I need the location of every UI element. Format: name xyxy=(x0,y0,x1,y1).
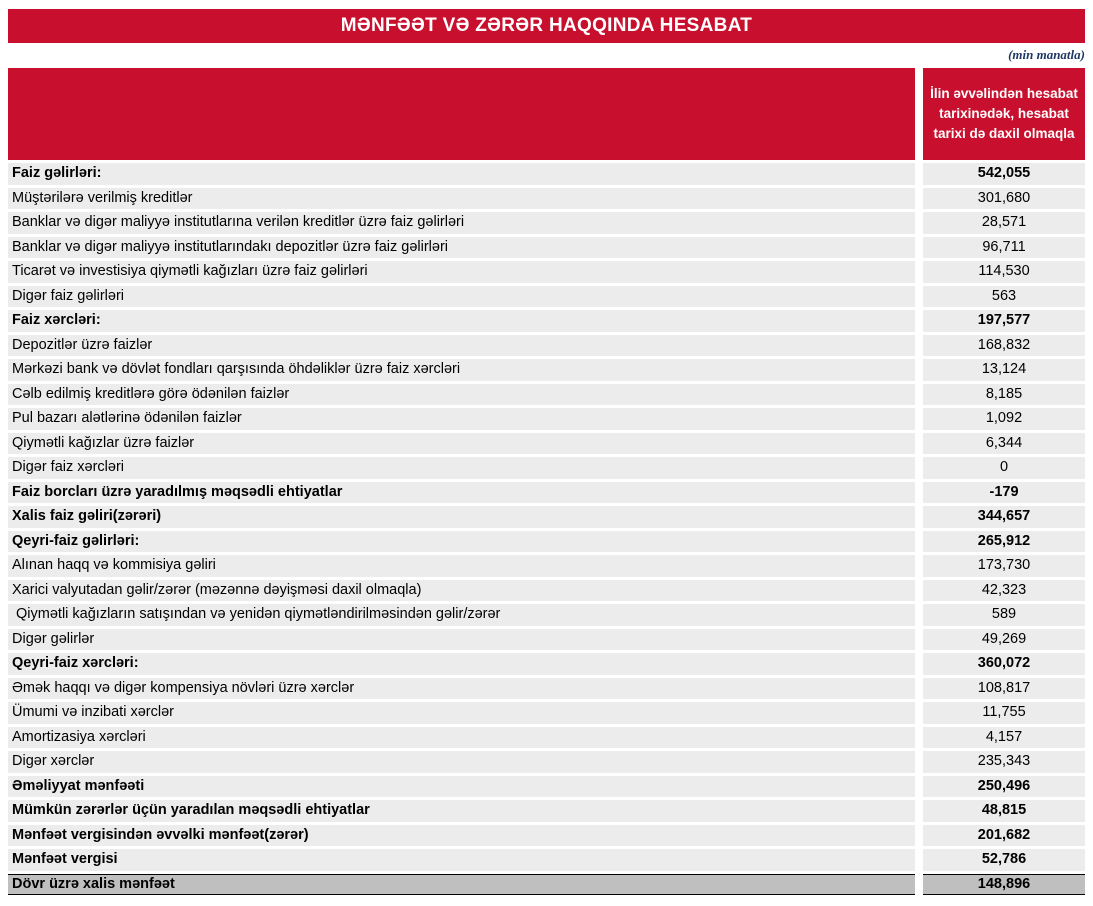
row-label: Depozitlər üzrə faizlər xyxy=(8,334,915,356)
row-value: 8,185 xyxy=(923,383,1085,405)
table-row: Banklar və digər maliyyə institutlarına … xyxy=(8,212,1085,234)
row-value: 265,912 xyxy=(923,530,1085,552)
row-value: 96,711 xyxy=(923,236,1085,258)
row-value: 28,571 xyxy=(923,212,1085,234)
table-row: Pul bazarı alətlərinə ödənilən faizlər 1,… xyxy=(8,408,1085,430)
row-value: 197,577 xyxy=(923,310,1085,332)
row-label: Ticarət və investisiya qiymətli kağızlar… xyxy=(8,261,915,283)
row-label: Digər faiz xərcləri xyxy=(8,457,915,479)
table-row: Qeyri-faiz gəlirləri: 265,912 xyxy=(8,530,1085,552)
row-value: -179 xyxy=(923,481,1085,503)
row-label: Müştərilərə verilmiş kreditlər xyxy=(8,187,915,209)
row-value: 4,157 xyxy=(923,726,1085,748)
row-label: Faiz gəlirləri: xyxy=(8,163,915,185)
row-label: Qiymətli kağızların satışından və yenidə… xyxy=(8,604,915,626)
table-row: Əməliyyat mənfəəti 250,496 xyxy=(8,775,1085,797)
unit-note: (min manatla) xyxy=(1008,47,1085,62)
row-value: 108,817 xyxy=(923,677,1085,699)
row-label: Amortizasiya xərcləri xyxy=(8,726,915,748)
table-row: Əmək haqqı və digər kompensiya növləri ü… xyxy=(8,677,1085,699)
row-value: 235,343 xyxy=(923,751,1085,773)
row-value: 49,269 xyxy=(923,628,1085,650)
row-value: 42,323 xyxy=(923,579,1085,601)
row-label: Pul bazarı alətlərinə ödənilən faizlər xyxy=(8,408,915,430)
table-row: Faiz borcları üzrə yaradılmış məqsədli e… xyxy=(8,481,1085,503)
row-label: Alınan haqq və kommisiya gəliri xyxy=(8,555,915,577)
table-row: Mümkün zərərlər üçün yaradılan məqsədli … xyxy=(8,800,1085,822)
table-row: Amortizasiya xərcləri 4,157 xyxy=(8,726,1085,748)
row-label: Mənfəət vergisi xyxy=(8,849,915,871)
table-header-value-cell: İlin əvvəlindən hesabat tarixinədək, hes… xyxy=(923,68,1085,160)
row-label: Xarici valyutadan gəlir/zərər (məzənnə d… xyxy=(8,579,915,601)
table-row: Digər faiz xərcləri 0 xyxy=(8,457,1085,479)
report-title: MƏNFƏƏT VƏ ZƏRƏR HAQQINDA HESABAT xyxy=(8,9,1085,43)
row-label: Mərkəzi bank və dövlət fondları qarşısın… xyxy=(8,359,915,381)
row-value: 173,730 xyxy=(923,555,1085,577)
row-label: Dövr üzrə xalis mənfəət xyxy=(8,873,915,895)
table-row: Alınan haqq və kommisiya gəliri 173,730 xyxy=(8,555,1085,577)
table-header-label-cell xyxy=(8,68,915,160)
row-label: Ümumi və inzibati xərclər xyxy=(8,702,915,724)
row-value: 148,896 xyxy=(923,873,1085,895)
row-value: 6,344 xyxy=(923,432,1085,454)
row-value: 563 xyxy=(923,285,1085,307)
row-label: Əmək haqqı və digər kompensiya növləri ü… xyxy=(8,677,915,699)
table-row: Digər faiz gəlirləri 563 xyxy=(8,285,1085,307)
row-label: Qeyri-faiz gəlirləri: xyxy=(8,530,915,552)
table-row: Faiz xərcləri: 197,577 xyxy=(8,310,1085,332)
row-label: Qeyri-faiz xərcləri: xyxy=(8,653,915,675)
row-value: 1,092 xyxy=(923,408,1085,430)
row-label: Digər faiz gəlirləri xyxy=(8,285,915,307)
row-value: 589 xyxy=(923,604,1085,626)
table-row: Xalis faiz gəliri(zərəri) 344,657 xyxy=(8,506,1085,528)
row-label: Faiz borcları üzrə yaradılmış məqsədli e… xyxy=(8,481,915,503)
table-row: Qiymətli kağızların satışından və yenidə… xyxy=(8,604,1085,626)
table-row: Ticarət və investisiya qiymətli kağızlar… xyxy=(8,261,1085,283)
table-row: Xarici valyutadan gəlir/zərər (məzənnə d… xyxy=(8,579,1085,601)
table-row: Faiz gəlirləri: 542,055 xyxy=(8,163,1085,185)
table-row: Mənfəət vergisindən əvvəlki mənfəət(zərə… xyxy=(8,824,1085,846)
row-value: 11,755 xyxy=(923,702,1085,724)
table-row: Mənfəət vergisi 52,786 xyxy=(8,849,1085,871)
table-row: Digər xərclər 235,343 xyxy=(8,751,1085,773)
table-row: Digər gəlirlər 49,269 xyxy=(8,628,1085,650)
row-label: Cəlb edilmiş kreditlərə görə ödənilən fa… xyxy=(8,383,915,405)
row-value: 360,072 xyxy=(923,653,1085,675)
row-value: 0 xyxy=(923,457,1085,479)
table-header-row: İlin əvvəlindən hesabat tarixinədək, hes… xyxy=(8,68,1085,160)
table-row: Qeyri-faiz xərcləri: 360,072 xyxy=(8,653,1085,675)
row-label: Digər xərclər xyxy=(8,751,915,773)
row-value: 168,832 xyxy=(923,334,1085,356)
row-value: 52,786 xyxy=(923,849,1085,871)
row-label: Mümkün zərərlər üçün yaradılan məqsədli … xyxy=(8,800,915,822)
row-label: Mənfəət vergisindən əvvəlki mənfəət(zərə… xyxy=(8,824,915,846)
row-value: 201,682 xyxy=(923,824,1085,846)
row-label: Əməliyyat mənfəəti xyxy=(8,775,915,797)
row-label: Digər gəlirlər xyxy=(8,628,915,650)
table-row: Depozitlər üzrə faizlər 168,832 xyxy=(8,334,1085,356)
row-label: Qiymətli kağızlar üzrə faizlər xyxy=(8,432,915,454)
table-row: Banklar və digər maliyyə institutlarında… xyxy=(8,236,1085,258)
row-value: 301,680 xyxy=(923,187,1085,209)
row-label: Xalis faiz gəliri(zərəri) xyxy=(8,506,915,528)
table-row: Qiymətli kağızlar üzrə faizlər 6,344 xyxy=(8,432,1085,454)
row-value: 542,055 xyxy=(923,163,1085,185)
pnl-table: İlin əvvəlindən hesabat tarixinədək, hes… xyxy=(8,68,1085,895)
row-value: 48,815 xyxy=(923,800,1085,822)
row-label: Faiz xərcləri: xyxy=(8,310,915,332)
table-row: Dövr üzrə xalis mənfəət 148,896 xyxy=(8,873,1085,895)
row-label: Banklar və digər maliyyə institutlarında… xyxy=(8,236,915,258)
table-row: Mərkəzi bank və dövlət fondları qarşısın… xyxy=(8,359,1085,381)
table-row: Cəlb edilmiş kreditlərə görə ödənilən fa… xyxy=(8,383,1085,405)
row-value: 344,657 xyxy=(923,506,1085,528)
row-value: 114,530 xyxy=(923,261,1085,283)
row-value: 250,496 xyxy=(923,775,1085,797)
table-row: Ümumi və inzibati xərclər 11,755 xyxy=(8,702,1085,724)
table-row: Müştərilərə verilmiş kreditlər 301,680 xyxy=(8,187,1085,209)
row-value: 13,124 xyxy=(923,359,1085,381)
row-label: Banklar və digər maliyyə institutlarına … xyxy=(8,212,915,234)
table-body: Faiz gəlirləri: 542,055 Müştərilərə verilm… xyxy=(8,163,1085,895)
